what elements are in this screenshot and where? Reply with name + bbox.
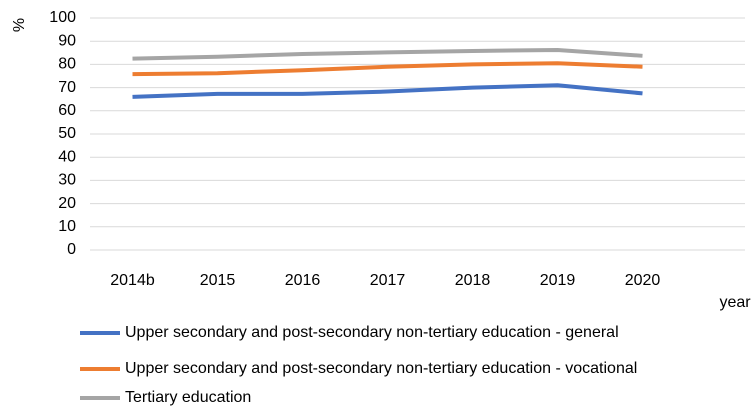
y-tick-label: 100 bbox=[49, 9, 76, 26]
legend-label: Tertiary education bbox=[125, 389, 251, 406]
y-tick-label: 30 bbox=[58, 172, 76, 189]
y-tick-label: 60 bbox=[58, 102, 76, 119]
y-tick-label: 70 bbox=[58, 79, 76, 96]
legend-label: Upper secondary and post-secondary non-t… bbox=[125, 324, 619, 341]
y-tick-label: 40 bbox=[58, 148, 76, 165]
x-axis-label: year bbox=[719, 294, 751, 311]
x-tick-label: 2018 bbox=[455, 272, 491, 289]
x-tick-label: 2015 bbox=[200, 272, 236, 289]
x-tick-label: 2016 bbox=[285, 272, 321, 289]
y-tick-label: 80 bbox=[58, 56, 76, 73]
y-axis-label: % bbox=[11, 18, 28, 32]
data-line bbox=[132, 83, 643, 99]
data-line bbox=[132, 61, 643, 77]
y-tick-label: 10 bbox=[58, 218, 76, 235]
y-tick-label: 50 bbox=[58, 125, 76, 142]
y-tick-label: 20 bbox=[58, 195, 76, 212]
x-tick-label: 2020 bbox=[625, 272, 661, 289]
x-tick-label: 2014b bbox=[110, 272, 155, 289]
x-tick-label: 2019 bbox=[540, 272, 576, 289]
y-tick-label: 0 bbox=[67, 241, 76, 258]
legend-label: Upper secondary and post-secondary non-t… bbox=[125, 360, 637, 377]
data-line bbox=[132, 48, 643, 61]
y-tick-label: 90 bbox=[58, 32, 76, 49]
x-tick-label: 2017 bbox=[370, 272, 406, 289]
